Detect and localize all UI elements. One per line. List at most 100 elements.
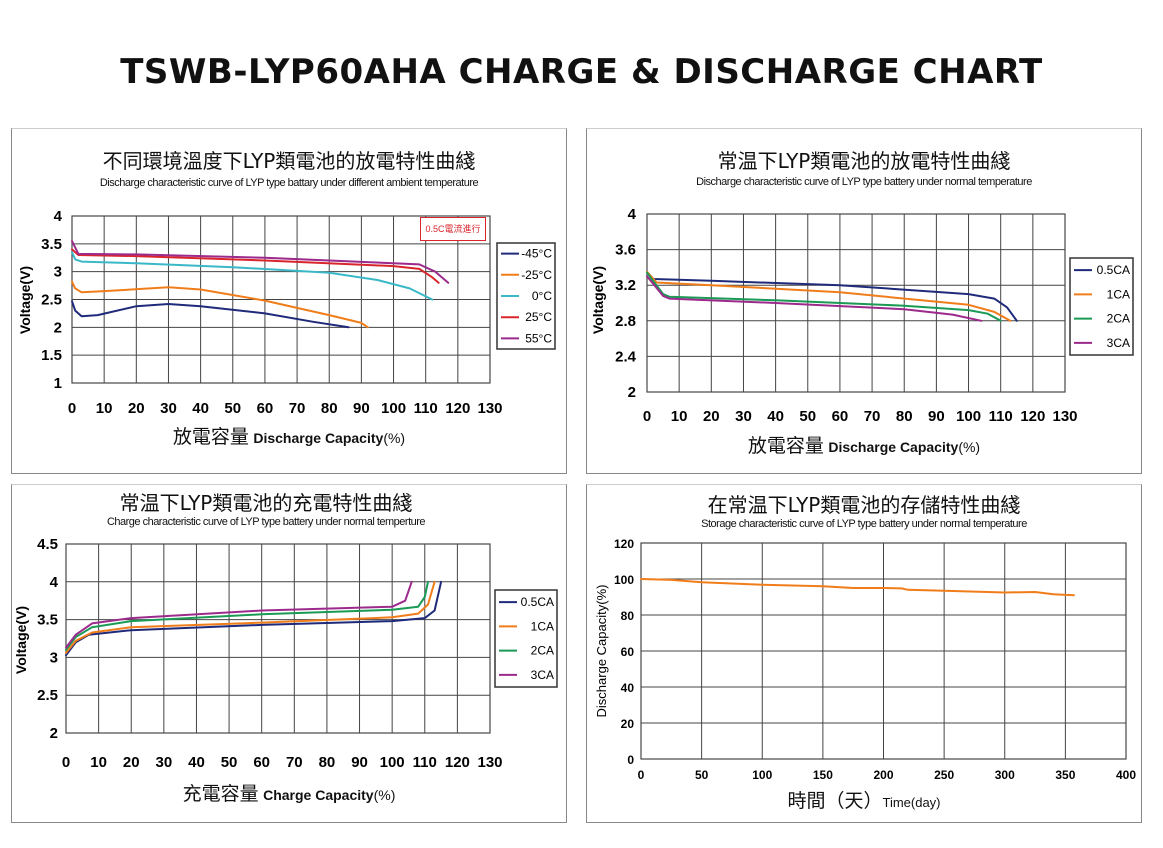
chart2-series-line-4	[646, 275, 983, 322]
chart2-x-tick-label: 90	[928, 408, 945, 425]
chart4-title: 在常温下LYP類電池的存儲特性曲綫	[707, 493, 1021, 517]
chart3-xlabel-cn: 充電容量	[182, 783, 259, 805]
chart4-y-tick-label: 20	[621, 717, 635, 731]
chart2-y-tick-label: 3.6	[615, 242, 636, 259]
chart3-x-tick-label: 120	[445, 754, 470, 771]
chart4-x-tick-label: 50	[695, 768, 709, 782]
panel-storage	[586, 484, 1142, 823]
chart2-x-tick-label: 20	[703, 408, 720, 425]
chart1-x-tick-label: 120	[445, 400, 470, 417]
chart2-legend-label: 0.5CA	[1097, 263, 1130, 277]
chart1-title: 不同環境溫度下LYP類電池的放電特性曲綫	[102, 149, 476, 173]
chart2-y-tick-label: 2.8	[615, 313, 636, 330]
chart1-x-tick-label: 60	[257, 400, 274, 417]
chart3-series-line-2	[65, 580, 436, 654]
chart1-y-tick-label: 2.5	[41, 292, 62, 309]
chart3-y-tick-label: 3	[50, 649, 58, 666]
chart2-x-tick-label: 130	[1052, 408, 1077, 425]
chart2-y-axis-label: Voltage(V)	[590, 266, 606, 334]
chart2-y-tick-label: 4	[628, 206, 637, 223]
chart1-legend-label: -45°C	[521, 247, 552, 261]
chart1-x-tick-label: 40	[192, 400, 209, 417]
chart1-series-line-5	[71, 240, 450, 284]
chart3-y-tick-label: 3.5	[37, 612, 58, 629]
chart3-x-tick-label: 40	[188, 754, 205, 771]
chart1-y-tick-label: 3.5	[41, 236, 62, 253]
chart4-y-axis-label: Discharge Capacity(%)	[594, 585, 609, 718]
chart1-y-tick-label: 1	[54, 375, 62, 392]
chart4-y-tick-label: 0	[627, 753, 634, 767]
chart3-y-tick-label: 4	[50, 574, 59, 591]
chart4-x-tick-label: 300	[995, 768, 1015, 782]
chart3-legend	[494, 589, 558, 688]
chart3-xlabel-unit: (%)	[373, 787, 396, 803]
chart1-y-tick-label: 2	[54, 319, 62, 336]
chart3-y-tick-label: 4.5	[37, 536, 58, 553]
chart1-legend-label: -25°C	[521, 268, 552, 282]
chart3-y-tick-label: 2.5	[37, 687, 58, 704]
chart1-xlabel-unit: (%)	[383, 430, 406, 446]
chart3-legend-label: 3CA	[531, 668, 554, 682]
chart2-x-tick-label: 60	[832, 408, 849, 425]
chart3-legend-label: 0.5CA	[521, 595, 554, 609]
chart2-x-tick-label: 40	[767, 408, 784, 425]
chart4-xlabel-cn: 時間（天）	[787, 790, 883, 812]
chart1-y-tick-label: 3	[54, 264, 62, 281]
chart4-y-tick-label: 40	[621, 681, 635, 695]
chart3-x-tick-label: 10	[90, 754, 107, 771]
chart1-xlabel-cn: 放電容量	[172, 426, 249, 448]
chart4-y-tick-label: 100	[614, 573, 634, 587]
chart4-x-tick-label: 0	[638, 768, 645, 782]
chart2-x-tick-label: 100	[956, 408, 981, 425]
chart3-y-tick-label: 2	[50, 725, 58, 742]
chart3-x-tick-label: 60	[253, 754, 270, 771]
chart4-y-tick-label: 80	[621, 609, 635, 623]
chart2-legend-label: 3CA	[1107, 336, 1130, 350]
chart1-series-line-1	[71, 300, 350, 329]
chart1-annotation: 0.5C電流進行	[420, 217, 486, 241]
chart2-legend	[1069, 257, 1134, 356]
chart4-y-tick-label: 60	[621, 645, 635, 659]
chart4-x-tick-label: 200	[873, 768, 893, 782]
panel-normal-discharge	[586, 128, 1142, 474]
chart1-x-tick-label: 90	[353, 400, 370, 417]
chart3-x-tick-label: 100	[380, 754, 405, 771]
chart3-title: 常温下LYP類電池的充電特性曲綫	[119, 491, 413, 515]
chart4-x-tick-label: 100	[752, 768, 772, 782]
chart4-y-tick-label: 120	[614, 537, 634, 551]
chart3-x-tick-label: 90	[351, 754, 368, 771]
chart3-series-line-1	[65, 580, 443, 657]
chart3-legend-label: 1CA	[531, 619, 554, 633]
chart2-x-tick-label: 0	[643, 408, 651, 425]
chart2-series-line-3	[646, 271, 1002, 322]
chart2-xlabel: 放電容量 Discharge Capacity(%)	[586, 435, 1142, 459]
chart4-xlabel: 時間（天）Time(day)	[586, 790, 1142, 814]
chart3-y-axis-label: Voltage(V)	[13, 606, 29, 674]
chart3-x-tick-label: 20	[123, 754, 140, 771]
chart1-legend-label: 25°C	[525, 310, 552, 324]
chart2-series-line-2	[646, 270, 1012, 322]
chart3-xlabel: 充電容量 Charge Capacity(%)	[11, 783, 567, 807]
chart2-x-tick-label: 10	[671, 408, 688, 425]
chart3-x-tick-label: 30	[156, 754, 173, 771]
chart2-x-tick-label: 30	[735, 408, 752, 425]
chart4-x-tick-label: 400	[1116, 768, 1136, 782]
chart3-series-line-4	[65, 580, 413, 649]
chart1-series-line-3	[71, 251, 434, 301]
chart1-series-line-2	[71, 280, 369, 329]
chart1-y-tick-label: 1.5	[41, 347, 62, 364]
chart2-xlabel-en: Discharge Capacity	[828, 439, 959, 455]
chart2-x-tick-label: 50	[799, 408, 816, 425]
chart2-x-tick-label: 80	[896, 408, 913, 425]
chart1-x-tick-label: 100	[381, 400, 406, 417]
chart1-x-tick-label: 0	[68, 400, 76, 417]
chart3-legend-label: 2CA	[531, 644, 554, 658]
chart3-plot-area	[65, 543, 491, 734]
chart3-x-tick-label: 50	[221, 754, 238, 771]
chart1-legend-label: 55°C	[525, 331, 552, 345]
chart4-x-tick-label: 150	[813, 768, 833, 782]
panel-temperature-discharge	[11, 128, 567, 474]
chart1-x-tick-label: 130	[477, 400, 502, 417]
chart2-y-tick-label: 3.2	[615, 277, 636, 294]
chart4-subtitle: Storage characteristic curve of LYP type…	[701, 518, 1027, 530]
